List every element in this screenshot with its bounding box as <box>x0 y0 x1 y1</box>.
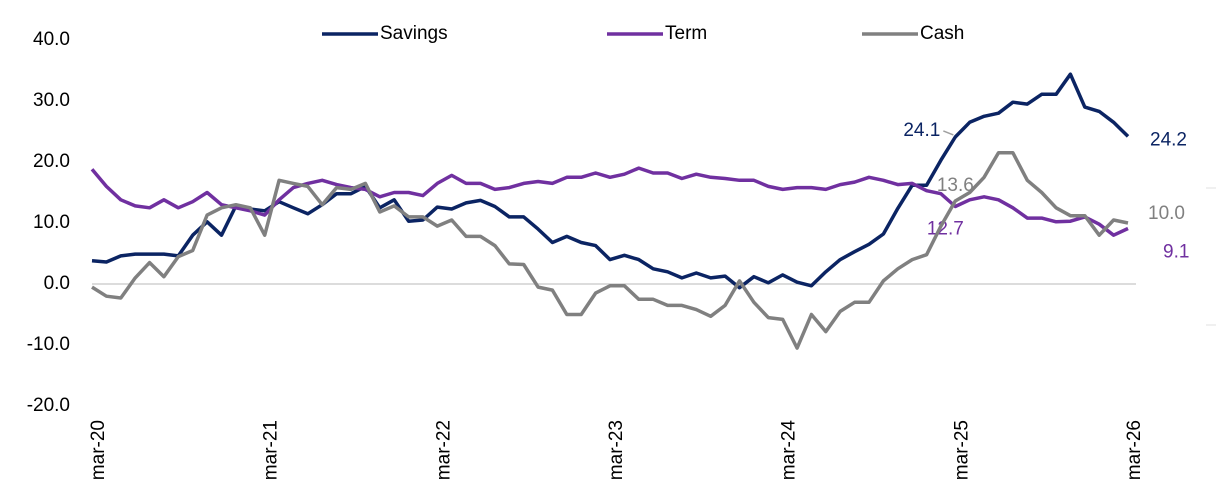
y-tick-label: 10.0 <box>33 212 70 233</box>
data-label: 24.1 <box>903 120 940 141</box>
series-line <box>90 166 1129 237</box>
data-label: 9.1 <box>1163 242 1189 263</box>
y-tick-label: 20.0 <box>33 151 70 172</box>
x-tick-label: mar-25 <box>951 420 972 480</box>
x-tick-label: mar-26 <box>1124 420 1145 480</box>
x-tick-label: mar-23 <box>606 420 627 480</box>
leader-line <box>943 130 954 136</box>
legend-label: Savings <box>380 23 448 44</box>
y-tick-label: 30.0 <box>33 90 70 111</box>
x-tick-label: mar-24 <box>779 420 800 481</box>
legend-label: Term <box>665 23 707 44</box>
x-tick-label: mar-22 <box>433 420 454 480</box>
series-line <box>91 72 1130 290</box>
x-tick-label: mar-21 <box>261 420 282 480</box>
y-tick-label: -20.0 <box>27 395 70 416</box>
y-tick-label: -10.0 <box>27 334 70 355</box>
legend-label: Cash <box>920 23 964 44</box>
x-tick-label: mar-20 <box>88 420 109 480</box>
y-tick-label: 40.0 <box>33 29 70 50</box>
data-label: 10.0 <box>1148 203 1185 224</box>
data-label: 24.2 <box>1150 129 1187 150</box>
data-label: 13.6 <box>937 175 974 196</box>
series-line <box>91 151 1129 350</box>
y-tick-label: 0.0 <box>44 273 70 294</box>
